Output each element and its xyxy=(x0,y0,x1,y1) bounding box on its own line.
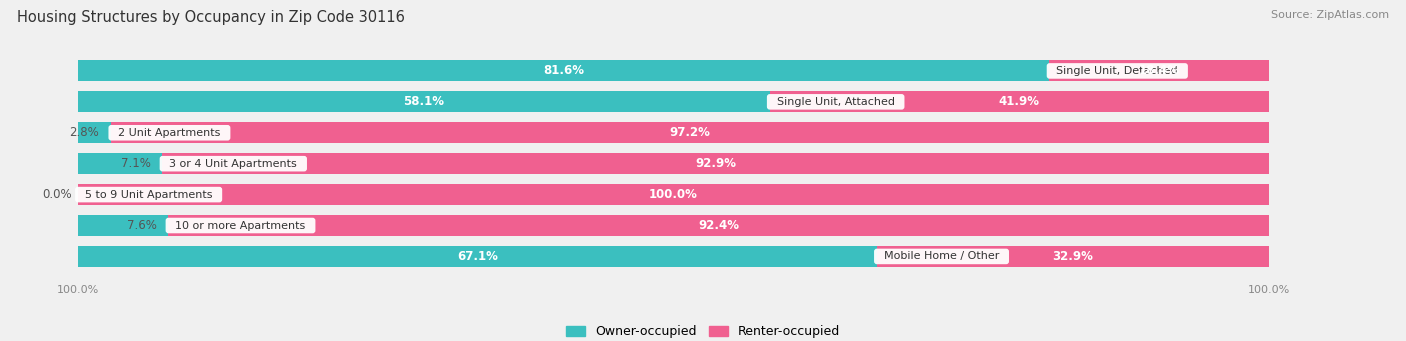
Bar xyxy=(77,153,1268,174)
Text: 10 or more Apartments: 10 or more Apartments xyxy=(169,221,312,231)
Bar xyxy=(77,60,1268,81)
Text: 67.1%: 67.1% xyxy=(457,250,498,263)
Bar xyxy=(77,184,1268,205)
Text: 100.0%: 100.0% xyxy=(648,188,697,201)
Text: 3 or 4 Unit Apartments: 3 or 4 Unit Apartments xyxy=(163,159,304,169)
Text: 0.0%: 0.0% xyxy=(42,188,72,201)
Bar xyxy=(77,91,769,112)
Bar xyxy=(1049,60,1268,81)
Text: 7.1%: 7.1% xyxy=(121,157,150,170)
Text: 58.1%: 58.1% xyxy=(404,95,444,108)
Bar xyxy=(77,122,111,143)
Text: 41.9%: 41.9% xyxy=(998,95,1039,108)
Bar xyxy=(769,91,1268,112)
Text: Source: ZipAtlas.com: Source: ZipAtlas.com xyxy=(1271,10,1389,20)
Text: 2.8%: 2.8% xyxy=(69,126,100,139)
Text: 97.2%: 97.2% xyxy=(669,126,710,139)
Text: Single Unit, Detached: Single Unit, Detached xyxy=(1049,66,1185,76)
Bar xyxy=(77,153,163,174)
Text: 81.6%: 81.6% xyxy=(543,64,583,77)
Legend: Owner-occupied, Renter-occupied: Owner-occupied, Renter-occupied xyxy=(567,325,839,338)
Text: 7.6%: 7.6% xyxy=(127,219,156,232)
Text: 5 to 9 Unit Apartments: 5 to 9 Unit Apartments xyxy=(77,190,219,199)
Bar xyxy=(169,215,1268,236)
Text: 92.4%: 92.4% xyxy=(697,219,740,232)
Bar xyxy=(77,60,1049,81)
Bar xyxy=(77,184,1268,205)
Text: Single Unit, Attached: Single Unit, Attached xyxy=(769,97,901,107)
Bar xyxy=(77,91,1268,112)
Text: 18.4%: 18.4% xyxy=(1139,64,1180,77)
Text: 92.9%: 92.9% xyxy=(695,157,735,170)
Bar xyxy=(77,215,169,236)
Bar xyxy=(77,215,1268,236)
Bar xyxy=(877,246,1268,267)
Bar xyxy=(77,122,1268,143)
Bar xyxy=(77,246,877,267)
Bar xyxy=(163,153,1268,174)
Text: 2 Unit Apartments: 2 Unit Apartments xyxy=(111,128,228,138)
Text: Housing Structures by Occupancy in Zip Code 30116: Housing Structures by Occupancy in Zip C… xyxy=(17,10,405,25)
Bar xyxy=(77,246,1268,267)
Text: 32.9%: 32.9% xyxy=(1052,250,1092,263)
Text: Mobile Home / Other: Mobile Home / Other xyxy=(877,251,1007,262)
Bar xyxy=(111,122,1268,143)
